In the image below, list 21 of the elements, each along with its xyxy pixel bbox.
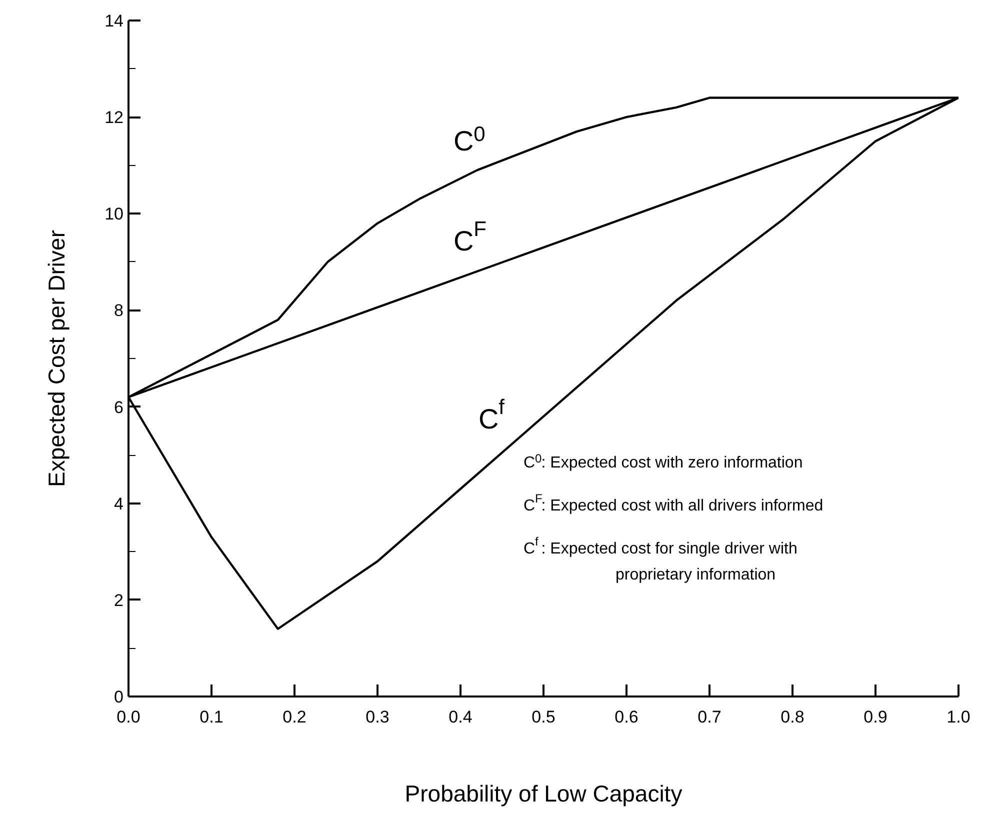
x-tick-label: 0.9 — [864, 708, 888, 726]
x-tick-label: 0.8 — [780, 708, 804, 726]
x-tick-label: 0.7 — [698, 708, 722, 726]
y-tick-label: 6 — [114, 398, 124, 417]
y-axis-title: Expected Cost per Driver — [44, 230, 70, 487]
x-tick-label: 0.5 — [532, 708, 556, 726]
x-tick-label: 0.4 — [448, 708, 472, 726]
x-tick-label: 0.3 — [366, 708, 390, 726]
x-tick-label: 0.0 — [116, 708, 140, 726]
y-tick-label: 10 — [104, 204, 124, 224]
y-tick-label: 2 — [114, 590, 124, 610]
y-tick-label: 12 — [104, 108, 124, 128]
x-tick-label: 0.1 — [200, 708, 224, 726]
y-tick-label: 0 — [114, 688, 124, 706]
y-tick-label: 8 — [114, 301, 124, 320]
x-tick-label: 0.2 — [282, 708, 306, 726]
y-tick-label: 14 — [104, 12, 124, 30]
x-tick-label: 0.6 — [614, 708, 638, 726]
y-tick-label: 4 — [114, 494, 124, 514]
x-tick-label: 1.0 — [946, 708, 970, 726]
x-axis-title: Probability of Low Capacity — [404, 780, 683, 806]
